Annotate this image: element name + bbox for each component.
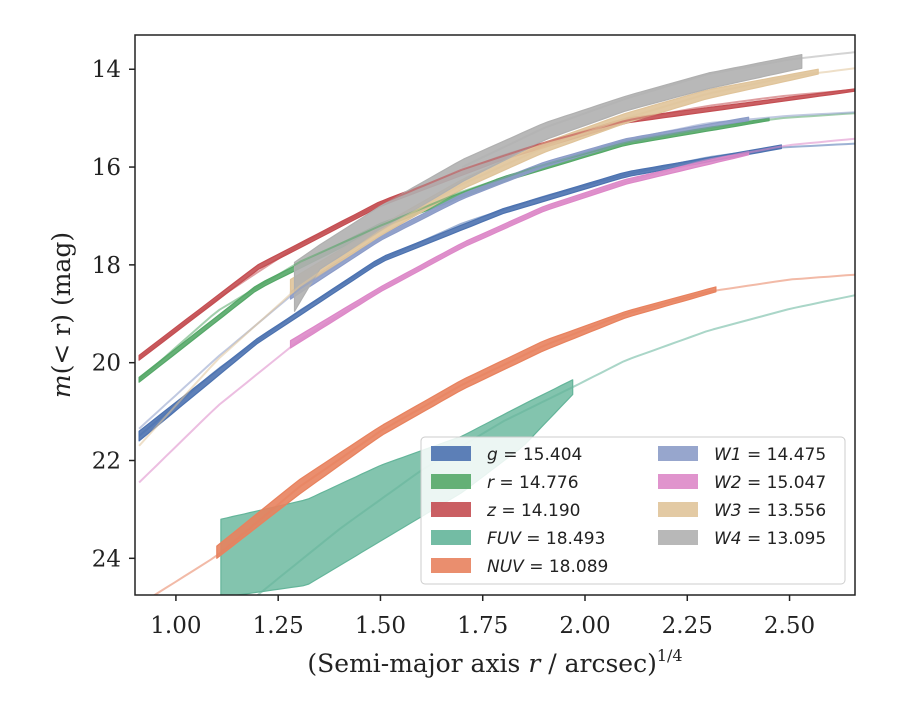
legend-entry-w2: W2 = 15.047	[658, 473, 826, 493]
legend-entry-w3: W3 = 13.556	[658, 501, 826, 521]
y-tick-label: 24	[92, 546, 121, 572]
legend-entry-r: r = 14.776	[431, 473, 579, 493]
legend-swatch	[658, 502, 698, 517]
legend-entry-nuv: NUV = 18.089	[431, 557, 608, 577]
legend-swatch	[431, 530, 471, 545]
legend-entry-fuv: FUV = 18.493	[431, 529, 605, 549]
series-line-fuv	[257, 294, 855, 595]
legend-swatch	[431, 502, 471, 517]
x-tick-label: 2.50	[764, 613, 815, 639]
legend-swatch	[431, 558, 471, 573]
x-axis-label: (Semi-major axis r / arcsec)1/4	[307, 646, 682, 678]
legend-label: z = 14.190	[486, 501, 580, 521]
x-tick-label: 2.25	[662, 613, 713, 639]
series-line-z	[138, 88, 855, 359]
legend-label: W4 = 13.095	[714, 529, 826, 549]
legend-entry-g: g = 15.404	[431, 445, 582, 465]
legend-label: W1 = 14.475	[714, 445, 826, 465]
y-axis-label: m(< r) (mag)	[47, 232, 76, 398]
series-band-g	[138, 144, 783, 442]
x-tick-label: 2.00	[559, 613, 610, 639]
legend-swatch	[658, 474, 698, 489]
series-band-nuv	[216, 286, 717, 559]
legend: g = 15.404 r = 14.776 z = 14.190 FUV = 18.4…	[420, 436, 846, 585]
legend-box	[420, 436, 846, 585]
legend-label: NUV = 18.089	[487, 557, 608, 577]
series-band-w1	[289, 116, 750, 300]
series-line-r	[138, 112, 855, 381]
plot-frame	[134, 34, 856, 596]
legend-swatch	[658, 446, 698, 461]
series-line-w4	[461, 51, 855, 168]
x-tick-label: 1.25	[253, 613, 304, 639]
series-band-w3	[289, 68, 819, 295]
y-tick-label: 22	[92, 449, 121, 475]
series-lines	[138, 51, 855, 595]
legend-entry-w4: W4 = 13.095	[658, 529, 826, 549]
legend-swatch	[658, 530, 698, 545]
x-tick-label: 1.50	[355, 613, 406, 639]
legend-swatch	[431, 446, 471, 461]
legend-label: r = 14.776	[487, 473, 579, 493]
x-tick-label: 1.75	[457, 613, 508, 639]
legend-entry-w1: W1 = 14.475	[658, 445, 826, 465]
y-tick-label: 20	[92, 351, 121, 377]
series-line-nuv	[152, 273, 855, 595]
legend-label: FUV = 18.493	[487, 529, 605, 549]
legend-entries: g = 15.404 r = 14.776 z = 14.190 FUV = 18.4…	[431, 445, 826, 577]
legend-label: W3 = 13.556	[714, 501, 826, 521]
series-band-w4	[293, 53, 803, 312]
y-tick-label: 18	[92, 253, 121, 279]
y-axis-ticks: 14 16 18 20 22 24	[92, 57, 135, 572]
series-line-g	[138, 142, 855, 437]
legend-swatch	[431, 474, 471, 489]
legend-entry-z: z = 14.190	[431, 501, 580, 521]
y-tick-label: 16	[92, 155, 121, 181]
legend-label: g = 15.404	[487, 445, 582, 465]
series-line-w3	[138, 67, 855, 447]
y-tick-label: 14	[92, 57, 121, 83]
legend-label: W2 = 15.047	[714, 473, 826, 493]
x-tick-label: 1.00	[150, 613, 201, 639]
x-axis-ticks: 1.00 1.25 1.50 1.75 2.00 2.25 2.50	[150, 595, 815, 639]
series-line-w2	[138, 137, 855, 484]
